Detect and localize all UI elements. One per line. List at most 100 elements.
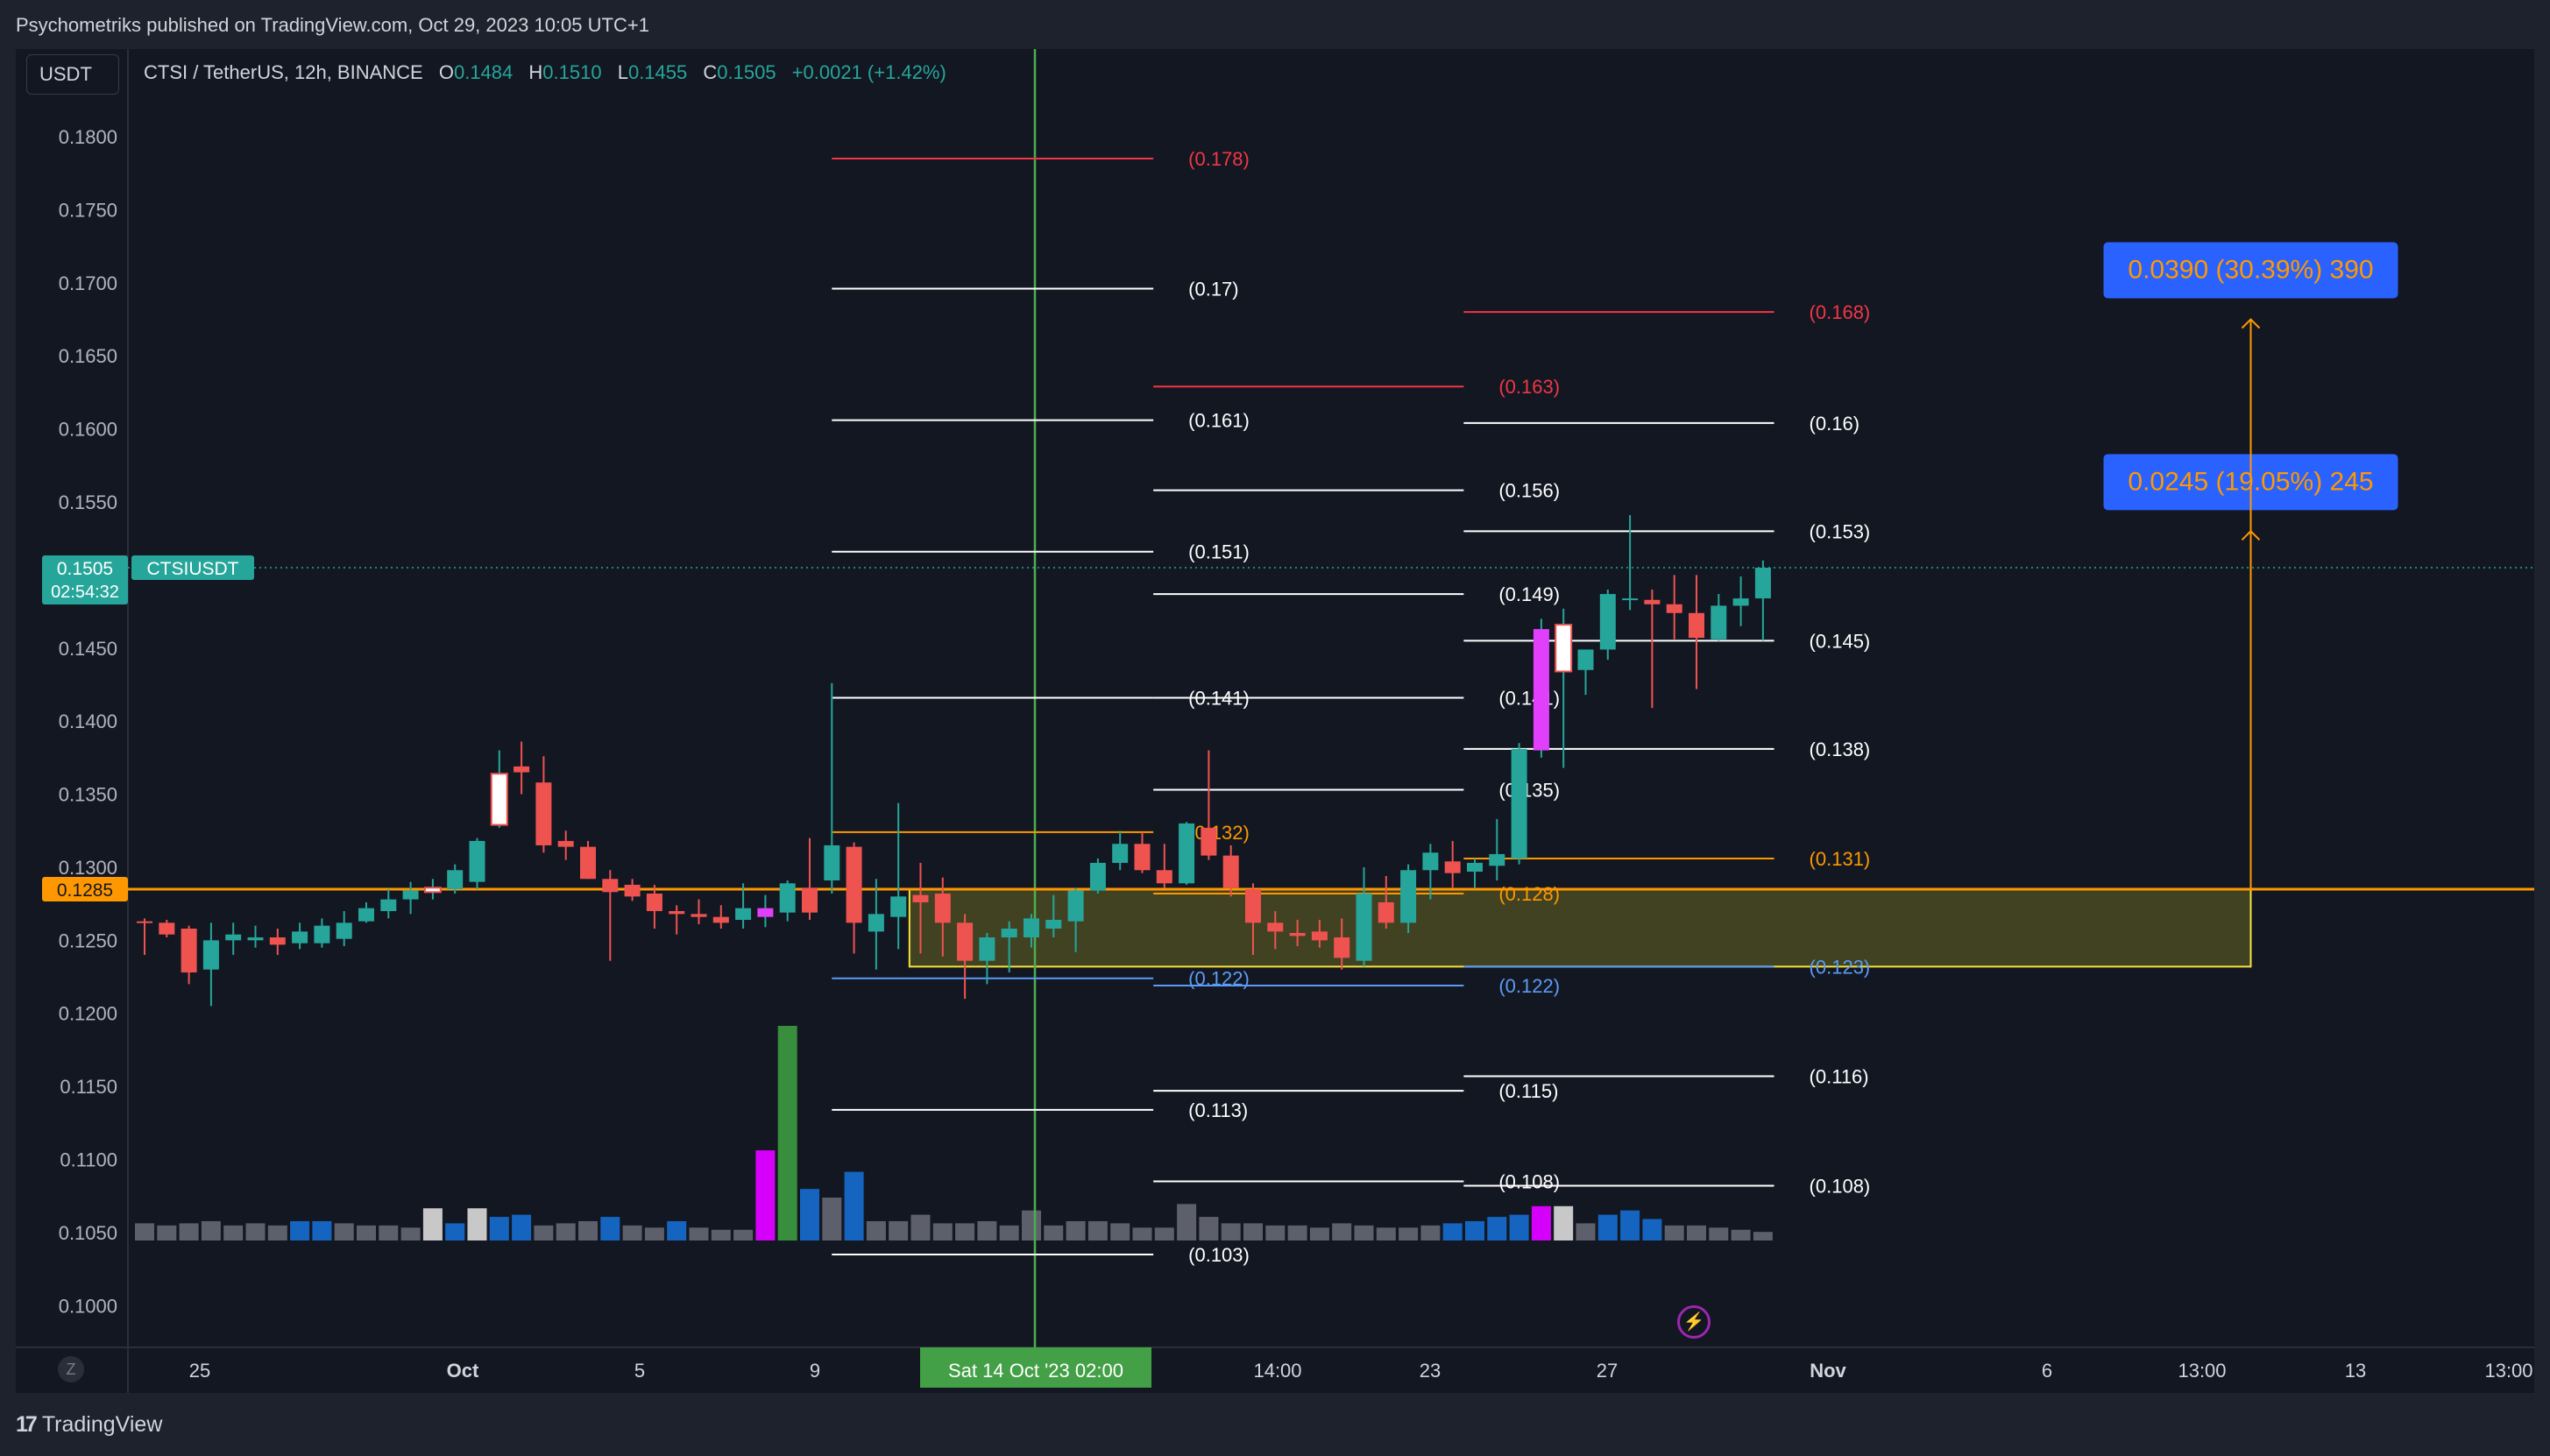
candle-body (469, 840, 485, 882)
candle-body (979, 937, 995, 961)
volume-bar (1110, 1223, 1130, 1240)
level-label: (0.108) (1498, 1171, 1560, 1193)
legend-high-label: H (528, 61, 543, 83)
candle-body (314, 925, 330, 944)
volume-bar (1531, 1205, 1551, 1240)
candle (957, 914, 974, 1000)
candle-body (1511, 748, 1527, 859)
y-tick-label: 0.1600 (59, 419, 117, 441)
y-tick-label: 0.1050 (59, 1222, 117, 1244)
tradingview-logo[interactable]: 17 TradingView (16, 1412, 162, 1438)
candle-body (1089, 862, 1106, 891)
candle-body (846, 846, 862, 923)
candle (447, 864, 464, 894)
candle (1577, 649, 1594, 696)
price-chart[interactable]: (0.178) (0.17) (0.161) (0.151) (0.141) (0.132… (16, 49, 2534, 1393)
lightning-icon[interactable]: ⚡ (1677, 1305, 1711, 1339)
level-label: (0.116) (1810, 1065, 1869, 1087)
volume-bar (1753, 1232, 1773, 1240)
candle (1666, 575, 1682, 640)
volume-bar (733, 1229, 754, 1240)
candle-body (1599, 594, 1616, 650)
volume-bar (489, 1217, 509, 1240)
candle-body (691, 914, 707, 917)
chart-frame[interactable]: (0.178) (0.17) (0.161) (0.151) (0.141) (0.132… (16, 49, 2534, 1393)
candle (535, 756, 552, 853)
measure-arrow-head (2241, 318, 2261, 329)
level-label: (0.168) (1810, 301, 1871, 323)
candle-body (292, 931, 308, 944)
legend-open-label: O (438, 61, 454, 83)
candle-body (1289, 933, 1306, 937)
candle (314, 918, 330, 948)
level-label: (0.156) (1498, 480, 1560, 502)
candle-body (1444, 861, 1461, 873)
candle (269, 929, 286, 956)
candle-body (137, 921, 152, 923)
candle-body (802, 887, 818, 913)
candle-body (934, 893, 951, 923)
volume-bar (1309, 1227, 1329, 1240)
candle-body (490, 773, 508, 826)
candle-body (1644, 599, 1661, 604)
candle (380, 888, 397, 919)
candle-body (1666, 604, 1682, 613)
candle (1511, 743, 1527, 865)
candle-body (1754, 568, 1771, 599)
zone-layer (908, 887, 2252, 968)
tradingview-logo-icon: 17 (16, 1412, 38, 1437)
candle-body (423, 887, 442, 894)
y-tick-label: 0.1550 (59, 491, 117, 513)
x-tick-label: Nov (1810, 1360, 1846, 1382)
volume-bar (1022, 1210, 1041, 1240)
candle-body (1533, 629, 1549, 751)
legend-change: +0.0021 (+1.42%) (791, 61, 946, 83)
candle (423, 879, 442, 900)
candle (137, 918, 152, 956)
candle (580, 840, 596, 880)
legend-close-value: 0.1505 (717, 61, 776, 83)
ohlc-legend: CTSI / TetherUS, 12h, BINANCE O0.1484 H0… (144, 61, 946, 84)
level-label: (0.123) (1810, 956, 1871, 978)
volume-bar (800, 1189, 819, 1240)
candle (1222, 845, 1239, 897)
candle-body (669, 910, 685, 915)
level-label: (0.131) (1810, 848, 1871, 870)
timezone-button[interactable]: Z (58, 1356, 84, 1382)
volume-bar (379, 1225, 399, 1240)
symbol-tag-label: CTSIUSDT (147, 559, 239, 579)
candle-body (1356, 893, 1372, 961)
level-label: (0.113) (1188, 1099, 1248, 1121)
volume-bar (932, 1223, 953, 1240)
candle (202, 922, 219, 1007)
candle (1001, 921, 1017, 973)
candle-body (269, 937, 286, 945)
candle-body (402, 890, 419, 900)
volume-bar (334, 1223, 354, 1240)
candle (712, 905, 729, 929)
legend-high-value: 0.1510 (542, 61, 602, 83)
legend-symbol: CTSI / TetherUS, 12h, BINANCE (144, 61, 423, 83)
candle-body (735, 908, 752, 920)
candle (890, 802, 907, 950)
candle (1489, 818, 1505, 880)
volume-bar (357, 1225, 376, 1240)
candle (1067, 887, 1084, 952)
candle (1599, 590, 1616, 661)
volume-bar (157, 1225, 177, 1240)
currency-unit-button[interactable]: USDT (26, 54, 119, 95)
candle (1622, 515, 1639, 611)
volume-bar (245, 1223, 266, 1240)
candle (1467, 858, 1483, 888)
volume-bar (1087, 1220, 1108, 1240)
candle-body (1689, 612, 1704, 639)
candle (225, 922, 242, 956)
volume-bar (1199, 1217, 1219, 1240)
candle (624, 879, 641, 901)
candle (1533, 618, 1549, 758)
legend-low-value: 0.1455 (627, 61, 688, 83)
legend-open-value: 0.1484 (453, 61, 514, 83)
volume-bar (711, 1229, 731, 1240)
volume-bar (1554, 1205, 1574, 1240)
candle-body (1334, 937, 1350, 958)
